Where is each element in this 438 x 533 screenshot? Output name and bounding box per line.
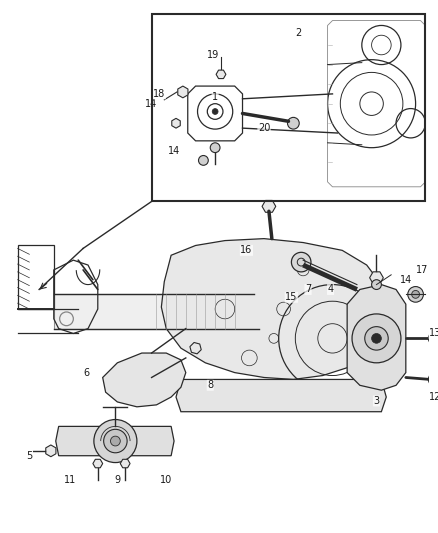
Circle shape: [351, 314, 400, 363]
Polygon shape: [369, 272, 382, 284]
Text: 6: 6: [83, 368, 89, 377]
Text: 14: 14: [399, 274, 411, 285]
Text: 4: 4: [327, 285, 333, 294]
Polygon shape: [177, 86, 187, 98]
Polygon shape: [46, 445, 56, 457]
Circle shape: [212, 109, 218, 115]
Circle shape: [287, 117, 299, 129]
Circle shape: [427, 374, 438, 385]
Text: 2: 2: [294, 28, 301, 38]
Text: 11: 11: [64, 475, 76, 485]
Circle shape: [94, 419, 137, 463]
Polygon shape: [215, 70, 226, 78]
Polygon shape: [171, 118, 180, 128]
Polygon shape: [161, 239, 385, 379]
Bar: [54, 294, 258, 329]
Text: 1: 1: [212, 92, 218, 102]
Text: 13: 13: [428, 328, 438, 338]
Circle shape: [427, 333, 438, 344]
Polygon shape: [176, 379, 385, 411]
Circle shape: [110, 436, 120, 446]
Circle shape: [371, 334, 381, 343]
Text: 5: 5: [26, 451, 32, 461]
Text: 18: 18: [153, 89, 165, 99]
Text: 8: 8: [207, 381, 213, 390]
Circle shape: [411, 290, 419, 298]
Bar: [151, 14, 424, 201]
Text: 16: 16: [240, 245, 252, 255]
Text: 7: 7: [304, 285, 311, 294]
Circle shape: [371, 280, 381, 289]
Polygon shape: [120, 459, 130, 468]
Polygon shape: [190, 343, 201, 354]
Text: 12: 12: [428, 392, 438, 402]
Polygon shape: [261, 200, 275, 212]
Text: 3: 3: [373, 396, 379, 406]
Circle shape: [364, 327, 387, 350]
Polygon shape: [93, 459, 102, 468]
Polygon shape: [346, 285, 405, 390]
Text: 19: 19: [207, 50, 219, 60]
Text: 14: 14: [168, 146, 180, 156]
Polygon shape: [102, 353, 185, 407]
Text: 10: 10: [160, 475, 172, 485]
Text: 14: 14: [145, 99, 157, 109]
Circle shape: [210, 143, 219, 152]
Circle shape: [291, 252, 310, 272]
Text: 20: 20: [257, 123, 270, 133]
Circle shape: [407, 287, 423, 302]
Text: 9: 9: [114, 475, 120, 485]
Text: 15: 15: [285, 292, 297, 302]
Polygon shape: [56, 426, 173, 456]
Circle shape: [103, 429, 127, 453]
Circle shape: [198, 156, 208, 165]
Text: 17: 17: [415, 265, 427, 275]
